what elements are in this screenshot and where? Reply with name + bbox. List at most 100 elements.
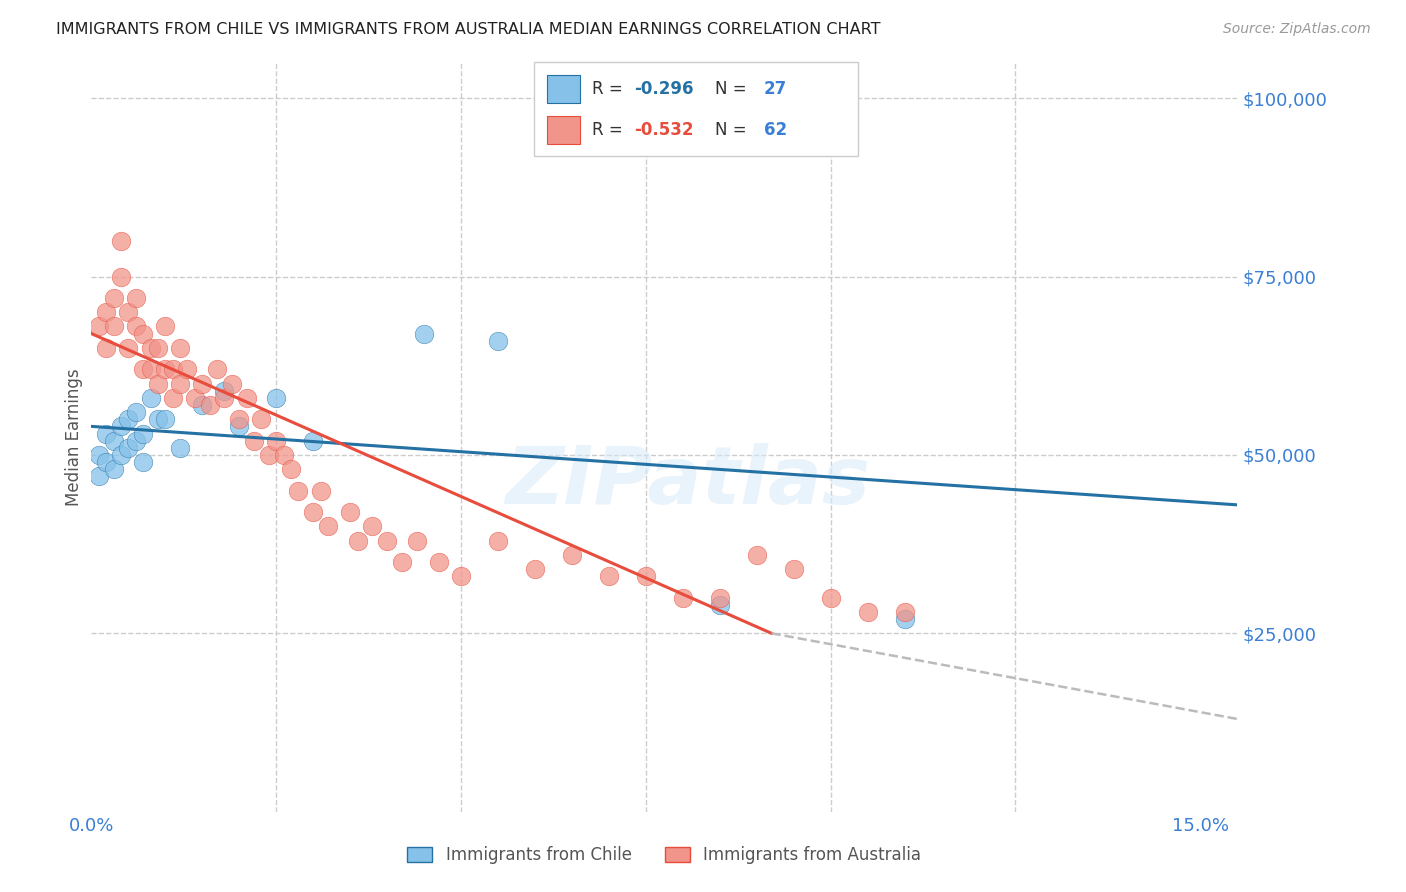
Point xyxy=(132,326,155,341)
Point xyxy=(125,434,148,448)
Point xyxy=(235,391,257,405)
FancyBboxPatch shape xyxy=(534,62,858,156)
Point xyxy=(146,341,169,355)
Point xyxy=(228,412,250,426)
Point xyxy=(228,419,250,434)
Point xyxy=(155,362,177,376)
Legend: Immigrants from Chile, Immigrants from Australia: Immigrants from Chile, Immigrants from A… xyxy=(401,839,928,871)
Point xyxy=(117,412,139,426)
Point xyxy=(96,341,118,355)
Point xyxy=(139,362,162,376)
Point xyxy=(486,533,509,548)
Point xyxy=(125,405,148,419)
Point xyxy=(427,555,450,569)
Point xyxy=(191,376,214,391)
Point xyxy=(280,462,302,476)
Point xyxy=(110,419,132,434)
Point xyxy=(155,412,177,426)
Text: 62: 62 xyxy=(763,121,787,139)
Point xyxy=(176,362,198,376)
Point xyxy=(155,319,177,334)
Point xyxy=(250,412,273,426)
Point xyxy=(391,555,413,569)
Point xyxy=(169,376,191,391)
Point xyxy=(96,426,118,441)
Point xyxy=(264,391,287,405)
Text: -0.532: -0.532 xyxy=(634,121,695,139)
Point xyxy=(132,362,155,376)
Point xyxy=(110,269,132,284)
Point xyxy=(375,533,398,548)
Point xyxy=(103,462,125,476)
Point xyxy=(598,569,620,583)
Point xyxy=(316,519,339,533)
Point xyxy=(346,533,368,548)
Point xyxy=(450,569,472,583)
Point xyxy=(339,505,361,519)
Text: N =: N = xyxy=(716,79,752,97)
Point xyxy=(198,398,221,412)
Text: Source: ZipAtlas.com: Source: ZipAtlas.com xyxy=(1223,22,1371,37)
Point xyxy=(672,591,695,605)
Point xyxy=(132,455,155,469)
Point xyxy=(893,612,915,626)
Point xyxy=(634,569,657,583)
Point xyxy=(162,391,184,405)
Point xyxy=(709,591,731,605)
Point xyxy=(125,291,148,305)
Point xyxy=(413,326,436,341)
Point xyxy=(169,341,191,355)
Point xyxy=(214,391,236,405)
Point xyxy=(214,384,236,398)
Point xyxy=(87,319,110,334)
Text: R =: R = xyxy=(592,121,628,139)
Point xyxy=(820,591,842,605)
Text: ZIPatlas: ZIPatlas xyxy=(505,443,870,521)
Point xyxy=(125,319,148,334)
Point xyxy=(117,441,139,455)
Point xyxy=(893,605,915,619)
Point xyxy=(146,412,169,426)
Point xyxy=(243,434,266,448)
Point xyxy=(361,519,384,533)
Point xyxy=(169,441,191,455)
Point xyxy=(110,234,132,248)
Point xyxy=(191,398,214,412)
Text: 27: 27 xyxy=(763,79,787,97)
Text: R =: R = xyxy=(592,79,628,97)
Text: -0.296: -0.296 xyxy=(634,79,695,97)
Point xyxy=(87,469,110,483)
Point xyxy=(139,341,162,355)
Point xyxy=(103,291,125,305)
Point xyxy=(709,598,731,612)
Point xyxy=(103,319,125,334)
Bar xyxy=(547,75,579,103)
Point xyxy=(139,391,162,405)
Point xyxy=(405,533,427,548)
Point xyxy=(486,334,509,348)
Y-axis label: Median Earnings: Median Earnings xyxy=(65,368,83,506)
Point xyxy=(273,448,295,462)
Point xyxy=(856,605,879,619)
Point xyxy=(302,434,325,448)
Point xyxy=(264,434,287,448)
Point xyxy=(96,305,118,319)
Text: IMMIGRANTS FROM CHILE VS IMMIGRANTS FROM AUSTRALIA MEDIAN EARNINGS CORRELATION C: IMMIGRANTS FROM CHILE VS IMMIGRANTS FROM… xyxy=(56,22,880,37)
Point xyxy=(302,505,325,519)
Point xyxy=(205,362,228,376)
Bar xyxy=(547,116,579,144)
Point xyxy=(87,448,110,462)
Point xyxy=(745,548,768,562)
Point xyxy=(117,305,139,319)
Point xyxy=(146,376,169,391)
Point xyxy=(96,455,118,469)
Point xyxy=(783,562,806,576)
Point xyxy=(110,448,132,462)
Point xyxy=(287,483,309,498)
Point xyxy=(184,391,207,405)
Point xyxy=(221,376,243,391)
Point xyxy=(162,362,184,376)
Point xyxy=(117,341,139,355)
Point xyxy=(309,483,332,498)
Point xyxy=(132,426,155,441)
